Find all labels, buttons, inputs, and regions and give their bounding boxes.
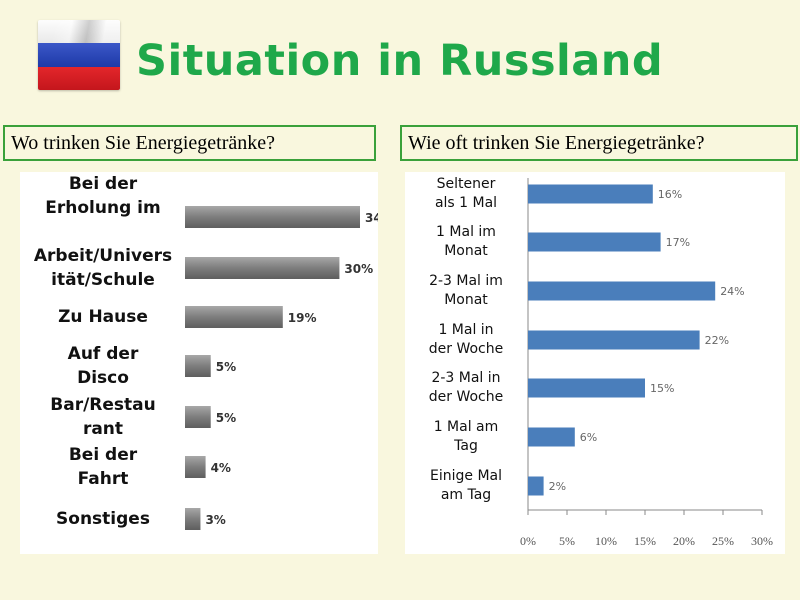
- where-bar: [185, 508, 201, 530]
- chart-where: 34% 30% 19% 5% 5% 4% 3%: [185, 206, 378, 530]
- russia-flag-icon: [38, 20, 120, 90]
- where-bar: [185, 206, 360, 228]
- x-tick-label: 15%: [634, 534, 656, 548]
- where-bar: [185, 306, 283, 328]
- frequency-category-label: 1 Mal im Monat: [436, 224, 496, 259]
- frequency-category-label: 2-3 Mal im Monat: [429, 273, 503, 308]
- frequency-bar: [528, 378, 645, 398]
- frequency-bar-value-label: 17%: [666, 236, 690, 249]
- question-where: Wo trinken Sie Energiegetränke?: [3, 125, 376, 161]
- frequency-bar-value-label: 22%: [705, 334, 729, 347]
- frequency-category-label: 1 Mal in der Woche: [428, 322, 504, 357]
- x-tick-label: 0%: [520, 534, 536, 548]
- frequency-category-label: Einige Mal am Tag: [430, 468, 502, 503]
- where-category-label: Bei der Fahrt: [68, 445, 138, 489]
- frequency-bar: [528, 232, 661, 252]
- frequency-bar-value-label: 24%: [720, 285, 744, 298]
- frequency-bar: [528, 427, 575, 447]
- question-how-often: Wie oft trinken Sie Energiegetränke?: [400, 125, 798, 161]
- x-tick-label: 30%: [751, 534, 773, 548]
- chart-where-panel: Bei der Erholung im Grünen Arbeit/Univers…: [20, 172, 378, 554]
- frequency-category-label: Seltener als 1 Mal: [434, 176, 498, 211]
- x-tick-label: 20%: [673, 534, 695, 548]
- where-bar: [185, 456, 206, 478]
- where-category-label: Auf der Disco: [67, 344, 139, 388]
- x-tick-label: 25%: [712, 534, 734, 548]
- chart-how-often: 16% 17% 24% 22% 15% 6% 2%: [527, 178, 763, 515]
- where-bar: [185, 355, 211, 377]
- where-bar: [185, 257, 340, 279]
- where-bar-value-label: 3%: [205, 513, 225, 527]
- x-tick-label: 5%: [559, 534, 575, 548]
- where-category-label: Arbeit/Univers ität/Schule: [33, 246, 173, 290]
- frequency-bar: [528, 281, 716, 301]
- frequency-bar: [528, 476, 544, 496]
- where-bar: [185, 406, 211, 428]
- where-category-label: Sonstiges: [56, 509, 150, 529]
- frequency-bar-value-label: 2%: [549, 480, 566, 493]
- where-bar-value-label: 34%: [365, 211, 378, 225]
- where-category-label: Bei der Erholung im Grünen: [45, 174, 161, 224]
- where-bar-value-label: 30%: [344, 262, 373, 276]
- where-bar-value-label: 5%: [216, 360, 236, 374]
- frequency-bar-value-label: 16%: [658, 188, 682, 201]
- chart-how-often-panel: Seltener als 1 Mal 1 Mal im Monat 2-3 Mal …: [405, 172, 785, 554]
- where-bar-value-label: 19%: [288, 311, 317, 325]
- where-bar-value-label: 5%: [216, 411, 236, 425]
- x-tick-label: 10%: [595, 534, 617, 548]
- frequency-bar: [528, 184, 653, 204]
- frequency-bar-value-label: 6%: [580, 431, 597, 444]
- frequency-bar: [528, 330, 700, 350]
- where-bar-value-label: 4%: [211, 461, 231, 475]
- frequency-category-label: 2-3 Mal in der Woche: [428, 370, 504, 405]
- frequency-category-label: 1 Mal am Tag: [433, 419, 499, 454]
- where-category-label: Zu Hause: [58, 307, 148, 327]
- page-title: Situation in Russland: [136, 36, 664, 86]
- frequency-bar-value-label: 15%: [650, 382, 674, 395]
- where-category-label: Bar/Restau rant: [50, 395, 156, 439]
